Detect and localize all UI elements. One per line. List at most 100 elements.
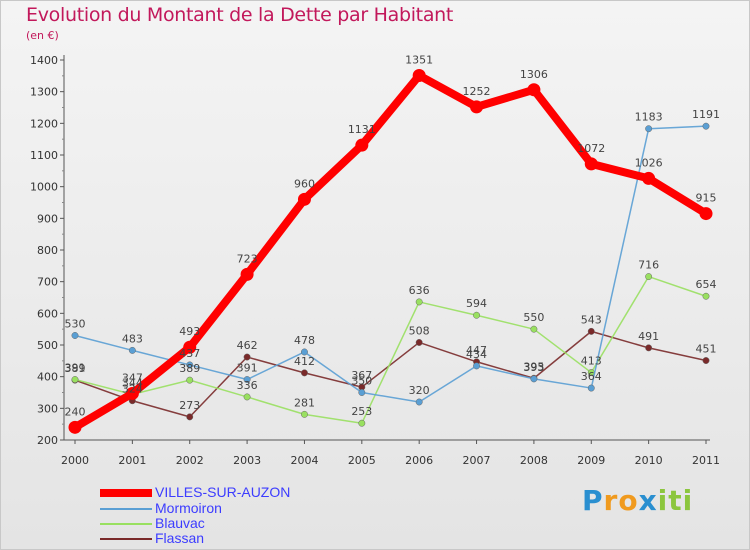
data-point-flassan xyxy=(243,353,251,361)
data-point-blauvac xyxy=(243,393,251,401)
data-label-blauvac: 550 xyxy=(523,311,544,324)
x-tick-label: 2003 xyxy=(233,454,261,467)
data-label-villes-sur-auzon: 1351 xyxy=(405,54,433,67)
y-tick-label: 200 xyxy=(37,434,58,447)
data-label-flassan: 389 xyxy=(65,362,86,375)
legend-swatch-villes-sur-auzon xyxy=(100,489,152,497)
data-point-villes-sur-auzon xyxy=(240,267,254,281)
data-label-flassan: 462 xyxy=(237,339,258,352)
data-label-mormoiron: 478 xyxy=(294,334,315,347)
x-tick-label: 2002 xyxy=(176,454,204,467)
data-label-blauvac: 281 xyxy=(294,396,315,409)
data-point-villes-sur-auzon xyxy=(125,386,139,400)
x-tick-label: 2005 xyxy=(348,454,376,467)
data-point-villes-sur-auzon xyxy=(183,340,197,354)
data-label-flassan: 324 xyxy=(122,383,143,396)
data-label-blauvac: 253 xyxy=(351,405,372,418)
legend-label-flassan: Flassan xyxy=(155,530,205,546)
y-tick-label: 600 xyxy=(37,307,58,320)
logo-letter: i xyxy=(682,484,694,517)
data-point-mormoiron xyxy=(301,348,308,356)
data-point-mormoiron xyxy=(128,346,136,354)
data-label-villes-sur-auzon: 915 xyxy=(696,192,717,205)
data-label-mormoiron: 320 xyxy=(409,384,430,397)
data-point-villes-sur-auzon xyxy=(699,207,713,221)
data-point-mormoiron xyxy=(243,376,251,383)
chart-unit-label: (en €) xyxy=(26,29,59,42)
data-point-villes-sur-auzon xyxy=(584,157,598,171)
x-tick-label: 2009 xyxy=(577,454,605,467)
logo-letter: r xyxy=(603,484,619,517)
data-label-flassan: 491 xyxy=(638,330,659,343)
legend-item-flassan: Flassan xyxy=(100,530,400,547)
data-label-villes-sur-auzon: 1306 xyxy=(520,68,548,81)
data-label-blauvac: 636 xyxy=(409,284,430,297)
series-line-villes-sur-auzon xyxy=(71,71,710,432)
data-label-flassan: 451 xyxy=(696,343,717,356)
data-label-mormoiron: 483 xyxy=(122,332,143,345)
series-line-flassan xyxy=(74,330,707,418)
data-label-villes-sur-auzon: 723 xyxy=(237,252,258,265)
x-tick-label: 2011 xyxy=(692,454,720,467)
data-label-mormoiron: 437 xyxy=(179,347,200,360)
y-tick-label: 1000 xyxy=(30,181,58,194)
data-label-villes-sur-auzon: 493 xyxy=(179,325,200,338)
data-label-villes-sur-auzon: 960 xyxy=(294,177,315,190)
data-point-mormoiron xyxy=(645,125,653,133)
series-line-mormoiron xyxy=(74,125,707,403)
x-tick-label: 2007 xyxy=(463,454,491,467)
data-point-mormoiron xyxy=(473,362,480,370)
legend-item-mormoiron: Mormoiron xyxy=(100,500,400,517)
data-label-villes-sur-auzon: 240 xyxy=(65,405,86,418)
logo-letter: o xyxy=(618,484,639,517)
data-label-mormoiron: 1191 xyxy=(692,108,720,121)
data-point-villes-sur-auzon xyxy=(68,420,82,434)
y-tick-label: 1300 xyxy=(30,86,58,99)
data-label-flassan: 367 xyxy=(351,369,372,382)
data-point-villes-sur-auzon xyxy=(642,171,656,185)
data-label-flassan: 447 xyxy=(466,344,487,357)
data-label-flassan: 543 xyxy=(581,313,602,326)
x-tick-label: 2001 xyxy=(118,454,146,467)
legend-swatch-blauvac xyxy=(100,523,152,525)
data-point-mormoiron xyxy=(530,375,538,383)
y-tick-label: 400 xyxy=(37,371,58,384)
y-tick-label: 1200 xyxy=(30,117,58,130)
proxiti-logo: Proxiti xyxy=(582,484,693,517)
data-label-blauvac: 336 xyxy=(237,379,258,392)
data-label-mormoiron: 350 xyxy=(351,375,372,388)
data-point-mormoiron xyxy=(587,384,595,392)
data-point-villes-sur-auzon xyxy=(470,100,484,114)
legend-label-mormoiron: Mormoiron xyxy=(155,500,222,516)
data-point-flassan xyxy=(415,339,423,346)
data-label-mormoiron: 364 xyxy=(581,370,602,383)
x-tick-label: 2000 xyxy=(61,454,89,467)
logo-letter: x xyxy=(638,484,658,517)
data-point-mormoiron xyxy=(702,122,710,130)
data-point-flassan xyxy=(702,357,710,364)
data-label-mormoiron: 1183 xyxy=(635,111,663,124)
data-label-flassan: 412 xyxy=(294,355,315,368)
data-label-blauvac: 391 xyxy=(65,362,86,375)
legend-item-villes-sur-auzon: VILLES-SUR-AUZON xyxy=(100,484,400,501)
x-tick-label: 2004 xyxy=(290,454,318,467)
data-point-flassan xyxy=(587,327,595,335)
data-point-blauvac xyxy=(186,376,194,384)
y-tick-label: 300 xyxy=(37,402,58,415)
data-point-villes-sur-auzon xyxy=(355,138,369,152)
data-label-villes-sur-auzon: 1072 xyxy=(577,142,605,155)
legend-label-villes-sur-auzon: VILLES-SUR-AUZON xyxy=(155,484,291,500)
y-tick-label: 500 xyxy=(37,339,58,352)
data-point-villes-sur-auzon xyxy=(412,69,426,83)
data-label-mormoiron: 393 xyxy=(523,361,544,374)
logo-letter: t xyxy=(668,484,683,517)
data-point-mormoiron xyxy=(186,361,194,369)
data-point-blauvac xyxy=(415,298,423,306)
data-label-blauvac: 716 xyxy=(638,259,659,272)
data-label-blauvac: 344 xyxy=(122,376,143,389)
data-point-blauvac xyxy=(702,292,710,300)
y-tick-label: 900 xyxy=(37,212,58,225)
chart-title: Evolution du Montant de la Dette par Hab… xyxy=(26,4,454,26)
x-tick-label: 2010 xyxy=(635,454,663,467)
data-point-flassan xyxy=(645,344,653,352)
